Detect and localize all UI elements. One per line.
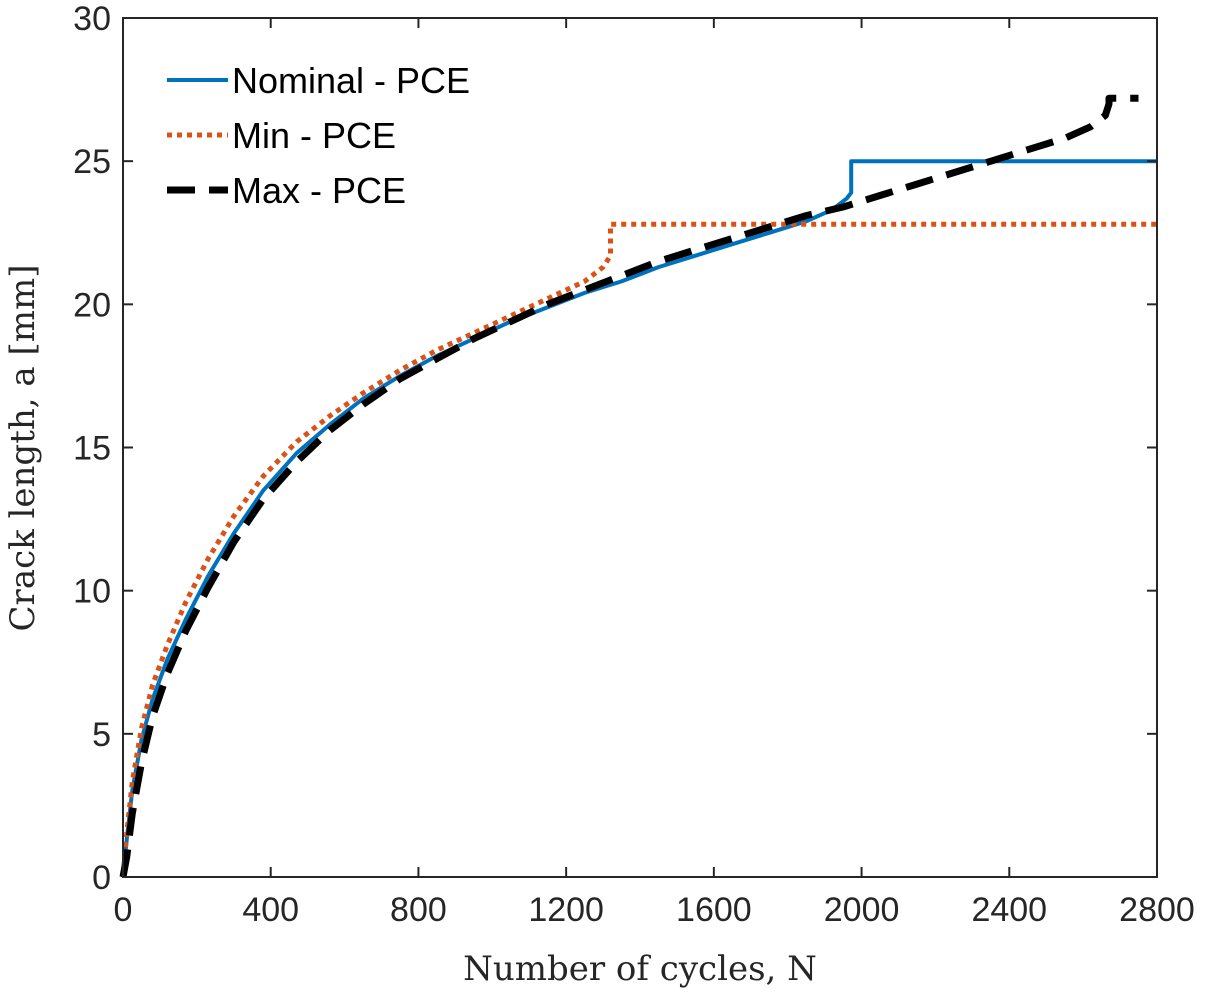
legend-label-1: Nominal - PCE — [232, 60, 470, 101]
y-tick-label: 0 — [92, 859, 111, 897]
legend: Nominal - PCE Min - PCE Max - PCE — [167, 60, 470, 211]
legend-label-3: Max - PCE — [232, 170, 406, 211]
x-tick-label: 1600 — [676, 891, 752, 929]
y-tick-label: 20 — [73, 286, 111, 324]
x-tick-label: 2800 — [1119, 891, 1195, 929]
x-axis-title: Number of cycles, N — [463, 949, 817, 989]
x-tick-label: 800 — [390, 891, 447, 929]
y-tick-label: 30 — [73, 0, 111, 38]
series-line-2 — [120, 221, 1157, 878]
x-tick-label: 0 — [114, 891, 133, 929]
y-tick-label: 10 — [73, 573, 111, 611]
y-tick-label: 15 — [73, 430, 111, 468]
x-tick-label: 1200 — [528, 891, 604, 929]
legend-label-2: Min - PCE — [232, 115, 396, 156]
y-tick-label: 5 — [92, 716, 111, 754]
x-tick-label: 2000 — [824, 891, 900, 929]
series-lines — [119, 94, 1157, 878]
y-axis-title: Crack length, a [mm] — [3, 265, 43, 632]
axis-ticks — [122, 17, 1158, 878]
axis-tick-labels: 0 400 800 1200 1600 2000 2400 2800 0 5 10 15 20 25 30 — [73, 0, 1195, 929]
y-tick-label: 25 — [73, 143, 111, 181]
x-tick-label: 400 — [242, 891, 299, 929]
series-line-3 — [119, 94, 1139, 878]
x-tick-label: 2400 — [971, 891, 1047, 929]
